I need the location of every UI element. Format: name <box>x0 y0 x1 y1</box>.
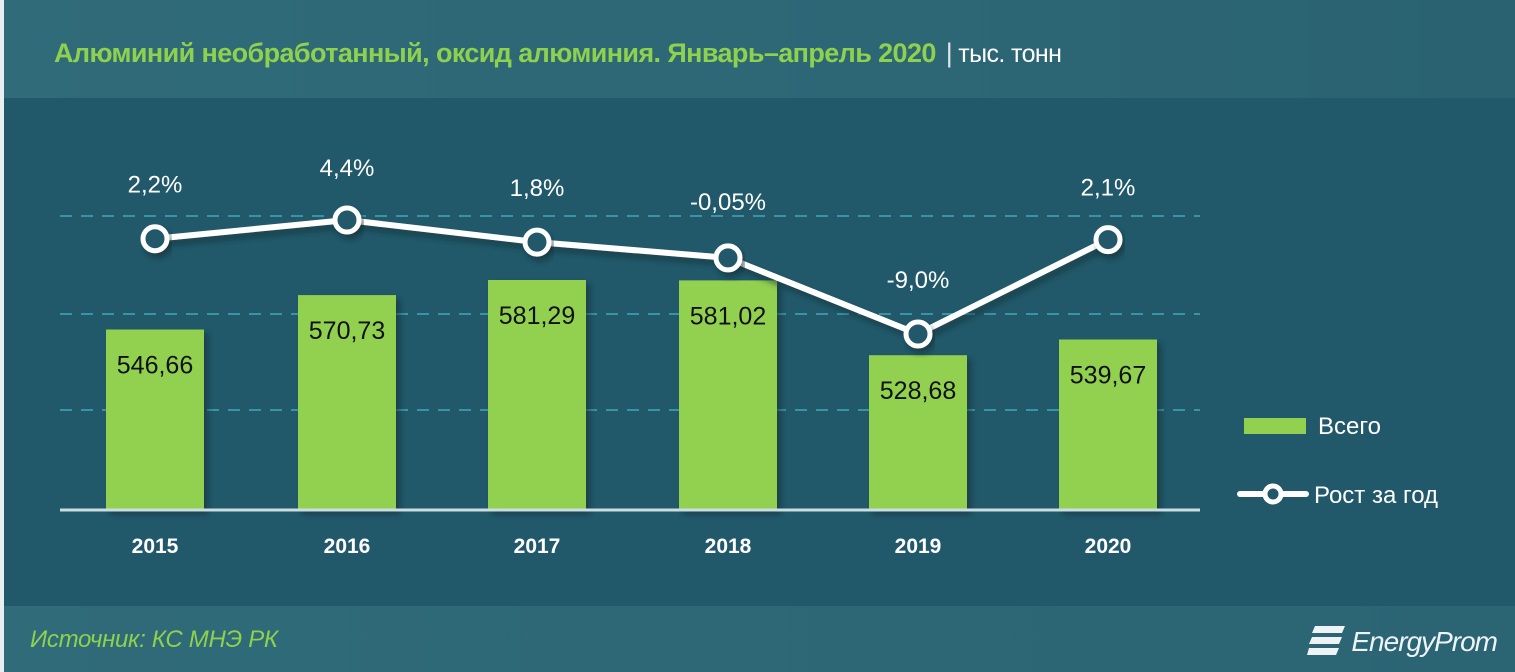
bar-2015 <box>106 329 204 510</box>
chart-footer: Источник: КС МНЭ РК EnergyProm <box>4 606 1515 672</box>
chart-header: Алюминий необработанный, оксид алюминия.… <box>4 0 1515 98</box>
title-separator: | <box>945 38 953 68</box>
growth-value-label: 2,2% <box>128 172 183 199</box>
bar-value-label: 581,29 <box>499 302 575 330</box>
bar-value-label: 546,66 <box>117 352 193 380</box>
line-series-growth: 2,2% 4,4% 1,8% -0,05% -9,0% 2,1% <box>128 155 1136 349</box>
legend-bar-swatch <box>1244 418 1306 434</box>
bar-2020 <box>1059 339 1157 510</box>
x-tick-2019: 2019 <box>895 535 942 558</box>
growth-marker <box>903 319 933 349</box>
bar-2016 <box>298 295 396 510</box>
x-tick-2017: 2017 <box>514 535 561 558</box>
x-tick-2016: 2016 <box>324 535 371 558</box>
growth-marker <box>522 227 552 257</box>
legend-marker-icon <box>1262 483 1284 505</box>
bar-value-label: 570,73 <box>309 317 385 345</box>
legend-line-label: Рост за год <box>1314 482 1438 509</box>
logo-text: EnergyProm <box>1351 626 1498 657</box>
growth-value-label: -0,05% <box>690 189 766 216</box>
title-text: Алюминий необработанный, оксид алюминия.… <box>54 38 936 68</box>
growth-marker <box>1093 225 1123 255</box>
brand-logo: EnergyProm <box>1307 624 1498 660</box>
growth-marker <box>332 205 362 235</box>
x-axis-labels: 2015 2016 2017 2018 2019 2020 <box>132 535 1132 558</box>
chart-legend: Всего Рост за год <box>1237 413 1438 509</box>
bar-2018 <box>679 280 777 510</box>
x-tick-2018: 2018 <box>705 535 752 558</box>
growth-marker <box>140 224 170 254</box>
x-tick-2015: 2015 <box>132 535 179 558</box>
growth-marker <box>713 243 743 273</box>
growth-line <box>154 217 1110 337</box>
growth-value-label: -9,0% <box>887 267 950 294</box>
energyprom-stripes-icon <box>1307 626 1346 655</box>
growth-value-label: 1,8% <box>510 175 565 202</box>
bar-2019 <box>869 355 967 510</box>
source-note: Источник: КС МНЭ РК <box>30 626 278 653</box>
chart-area: 546,66 570,73 581,29 581,02 528,68 539,67 201… <box>4 98 1515 606</box>
combo-chart: 546,66 570,73 581,29 581,02 528,68 539,67 201… <box>60 155 1438 558</box>
gridlines <box>60 215 1200 411</box>
x-tick-2020: 2020 <box>1085 535 1132 558</box>
bar-value-label: 528,68 <box>880 377 956 405</box>
bar-2017 <box>488 280 586 510</box>
unit-label: тыс. тонн <box>958 40 1062 68</box>
bar-value-label: 581,02 <box>690 302 766 330</box>
legend-bar-label: Всего <box>1318 413 1381 440</box>
growth-value-label: 4,4% <box>320 155 375 182</box>
growth-value-label: 2,1% <box>1081 175 1136 202</box>
chart-title: Алюминий необработанный, оксид алюминия.… <box>54 38 1062 69</box>
bar-series-total: 546,66 570,73 581,29 581,02 528,68 539,67 <box>106 280 1157 510</box>
bar-value-label: 539,67 <box>1070 361 1146 389</box>
